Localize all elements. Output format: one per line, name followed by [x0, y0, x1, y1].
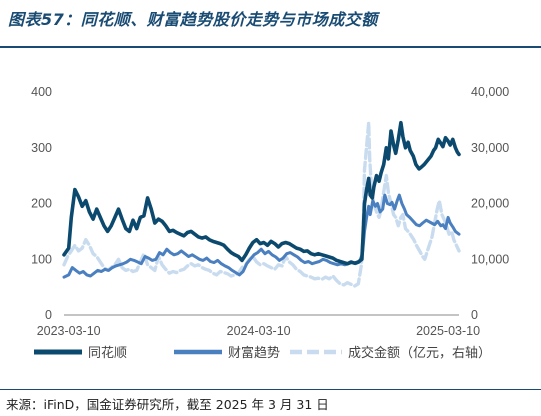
chart-svg: 0 100 200 300 400 0 10,000 20,000 30,000 40,000 20…: [31, 85, 509, 361]
figure-title: 图表57：同花顺、财富趋势股价走势与市场成交额: [8, 10, 378, 29]
series-line-2: [62, 193, 461, 279]
axes-layer: 0 100 200 300 400 0 10,000 20,000 30,000 40,000 20…: [31, 85, 509, 338]
source-note: 来源：iFinD，国金证券研究所，截至 2025 年 3 月 31 日: [6, 397, 329, 412]
title-rule: [0, 46, 541, 48]
x-tick-label: 2023-03-10: [37, 324, 101, 338]
y-left-tick-label: 300: [31, 141, 52, 155]
y-left-tick-label: 0: [45, 308, 52, 322]
y-left-tick-label: 100: [31, 252, 52, 266]
series-line-3: [62, 121, 461, 288]
y-right-tick-label: 30,000: [471, 141, 509, 155]
x-tick-label: 2025-03-10: [416, 324, 480, 338]
legend-label-2: 财富趋势: [228, 345, 280, 361]
legend-label-1: 同花顺: [88, 345, 127, 361]
series-layer: [62, 120, 461, 288]
y-right-tick-label: 20,000: [471, 197, 509, 211]
y-right-tick-label: 10,000: [471, 252, 509, 266]
legend-label-3: 成交金额（亿元，右轴）: [348, 345, 491, 361]
legend: 同花顺 财富趋势 成交金额（亿元，右轴）: [34, 345, 491, 361]
series-line-1: [62, 120, 461, 266]
x-tick-label: 2024-03-10: [227, 324, 291, 338]
y-right-tick-label: 40,000: [471, 85, 509, 99]
y-left-tick-label: 200: [31, 197, 52, 211]
source-rule: [0, 389, 541, 390]
y-left-tick-label: 400: [31, 85, 52, 99]
y-right-tick-label: 0: [471, 308, 478, 322]
